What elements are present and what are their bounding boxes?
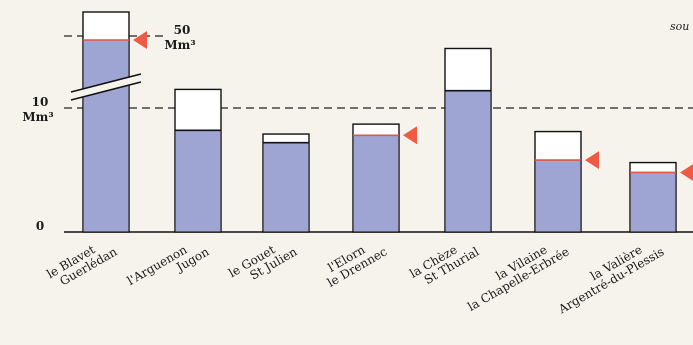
level-marker-6: [680, 164, 693, 181]
axis-break-line-bottom: [70, 81, 142, 101]
level-marker-0: [133, 31, 147, 49]
bar-fill-5: [535, 160, 581, 232]
source-note: sou: [670, 20, 689, 33]
level-marker-3: [403, 126, 417, 145]
bar-fill-1: [175, 130, 221, 232]
axis-break-line-top: [70, 73, 142, 93]
bar-fill-6: [630, 172, 676, 232]
y-tick-label-50: 50: [174, 23, 191, 37]
bar-fill-2: [263, 142, 309, 232]
category-label-6-1: Argentré-du-Plessis: [555, 244, 666, 316]
axis-break-gap: [70, 74, 142, 100]
y-tick-label-10: 10: [32, 95, 49, 109]
y-tick-unit-10: Mm³: [22, 110, 53, 124]
level-marker-5: [585, 151, 599, 170]
bar-fill-4: [445, 90, 491, 232]
bar-fill-0: [83, 40, 129, 232]
y-tick-unit-50: Mm³: [164, 38, 195, 52]
y-tick-label-0: 0: [36, 219, 44, 233]
bar-fill-3: [353, 135, 399, 232]
